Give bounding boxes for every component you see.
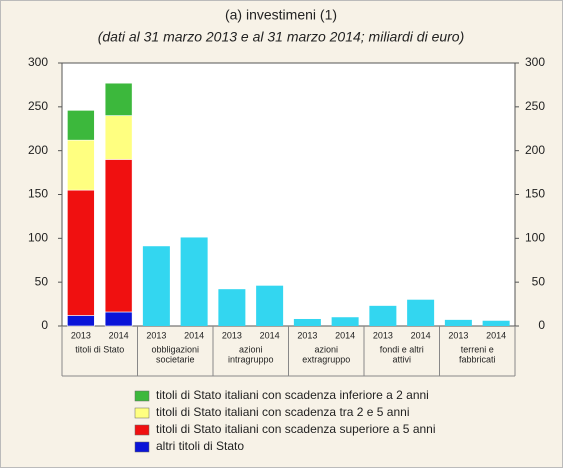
y2-tick-label: 50 bbox=[532, 274, 546, 288]
group-label: extragruppo bbox=[302, 354, 350, 364]
y2-tick-label: 150 bbox=[525, 187, 545, 201]
bar-segment bbox=[104, 115, 133, 160]
bar-segment bbox=[104, 82, 133, 116]
plot-area bbox=[61, 62, 516, 327]
legend-swatch bbox=[134, 407, 150, 419]
y2-tick-label: 100 bbox=[525, 231, 545, 245]
legend-label: altri titoli di Stato bbox=[156, 439, 244, 453]
group-label: azioni bbox=[239, 344, 263, 354]
x-tick-label: 2014 bbox=[486, 330, 506, 340]
x-tick-label: 2013 bbox=[222, 330, 242, 340]
chart-subtitle: (dati al 31 marzo 2013 e al 31 marzo 201… bbox=[98, 29, 465, 45]
legend-swatch bbox=[134, 441, 150, 453]
bar bbox=[369, 305, 397, 326]
bar bbox=[180, 237, 208, 326]
x-tick-label: 2013 bbox=[71, 330, 91, 340]
legend-label: titoli di Stato italiani con scadenza in… bbox=[156, 388, 429, 402]
y-tick-label: 250 bbox=[28, 99, 48, 113]
group-label: terreni e bbox=[461, 344, 494, 354]
group-label: titoli di Stato bbox=[75, 344, 124, 354]
bar-segment bbox=[104, 311, 133, 327]
y2-tick-label: 300 bbox=[525, 55, 545, 69]
bar bbox=[218, 289, 246, 326]
x-tick-label: 2013 bbox=[373, 330, 393, 340]
bar-segment bbox=[67, 189, 95, 316]
bar bbox=[331, 317, 359, 326]
group-label: attivi bbox=[392, 354, 411, 364]
x-tick-label: 2014 bbox=[184, 330, 204, 340]
legend-label: titoli di Stato italiani con scadenza tr… bbox=[156, 405, 410, 419]
bar-segment bbox=[104, 159, 133, 313]
legend-label: titoli di Stato italiani con scadenza su… bbox=[156, 422, 436, 436]
x-tick-label: 2014 bbox=[335, 330, 355, 340]
group-label: societarie bbox=[156, 354, 195, 364]
group-label: fabbricati bbox=[459, 354, 496, 364]
y-tick-label: 200 bbox=[28, 143, 48, 157]
bar-segment bbox=[67, 315, 95, 327]
legend-swatch bbox=[134, 390, 150, 402]
y2-tick-label: 200 bbox=[525, 143, 545, 157]
bar bbox=[482, 320, 510, 326]
y-tick-label: 100 bbox=[28, 231, 48, 245]
x-tick-label: 2013 bbox=[297, 330, 317, 340]
y-tick-label: 150 bbox=[28, 187, 48, 201]
x-tick-label: 2014 bbox=[411, 330, 431, 340]
legend-swatch bbox=[134, 424, 150, 436]
y-tick-label: 0 bbox=[41, 318, 48, 332]
x-tick-label: 2014 bbox=[260, 330, 280, 340]
y-tick-label: 50 bbox=[35, 274, 49, 288]
bar bbox=[444, 319, 472, 326]
y2-tick-label: 250 bbox=[525, 99, 545, 113]
group-label: azioni bbox=[314, 344, 338, 354]
y2-tick-label: 0 bbox=[538, 318, 545, 332]
x-tick-label: 2013 bbox=[448, 330, 468, 340]
chart-title: (a) investimeni (1) bbox=[225, 7, 337, 23]
x-tick-label: 2013 bbox=[146, 330, 166, 340]
group-label: fondi e altri bbox=[380, 344, 424, 354]
x-tick-label: 2014 bbox=[109, 330, 129, 340]
bar bbox=[293, 318, 321, 326]
bar bbox=[256, 285, 284, 326]
group-label: obbligazioni bbox=[151, 344, 199, 354]
y-tick-label: 300 bbox=[28, 55, 48, 69]
bar-segment bbox=[67, 139, 95, 191]
group-label: intragruppo bbox=[228, 354, 274, 364]
bar bbox=[407, 299, 435, 326]
bar-segment bbox=[67, 110, 95, 141]
bar bbox=[142, 246, 170, 326]
